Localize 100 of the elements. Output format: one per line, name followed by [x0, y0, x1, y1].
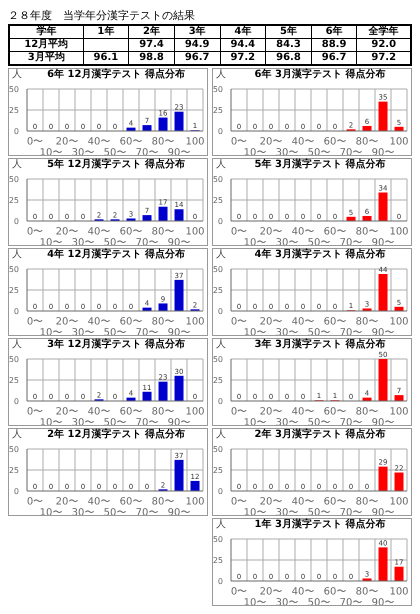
- data-label: 96.1: [83, 52, 129, 65]
- data-label: 94.4: [220, 38, 266, 52]
- x-tick-label: 20〜: [260, 586, 282, 598]
- x-tick-label: 20〜: [260, 136, 282, 148]
- y-tick-label: 25: [212, 466, 223, 475]
- x-tick-label: 60〜: [324, 226, 346, 238]
- x-tick-label: 100: [389, 586, 409, 598]
- x-tick-label: 60〜: [324, 586, 346, 598]
- chart-title: 3年 12月漢字テスト 得点分布: [46, 339, 186, 351]
- y-tick-label: 50: [212, 174, 223, 184]
- x-tick-label: 100: [185, 226, 205, 238]
- x-tick-label: 20〜: [56, 406, 78, 418]
- y-axis-title: 人: [215, 519, 227, 531]
- x-tick-label: 60〜: [120, 496, 142, 508]
- x-tick-label: 60〜: [324, 316, 346, 328]
- x-tick-label: 5年: [266, 25, 312, 38]
- data-label: 97.2: [220, 52, 266, 65]
- y-axis-title: 人: [215, 339, 227, 351]
- x-tick-label: 80〜: [356, 136, 378, 148]
- x-tick-label: 4年: [220, 25, 266, 38]
- x-tick-label: 40〜: [292, 586, 314, 598]
- data-label: 97.4: [128, 38, 174, 52]
- chart-title: ２８年度 当学年分漢字テストの結果: [8, 8, 196, 24]
- x-tick-label: 80〜: [356, 586, 378, 598]
- x-tick-label: 20〜: [260, 226, 282, 238]
- y-tick-label: 25: [8, 286, 19, 295]
- y-tick-label: 0: [218, 576, 223, 586]
- x-tick-label: 100: [185, 406, 205, 418]
- x-tick-label: 40〜: [292, 406, 314, 418]
- y-axis-title: 人: [215, 69, 227, 81]
- x-tick-label: 60〜: [120, 226, 142, 238]
- x-axis-title: 学年: [9, 25, 84, 38]
- chart-title: 1年 3月漢字テスト 得点分布: [254, 519, 386, 531]
- x-tick-label: 0〜: [26, 316, 44, 328]
- y-axis-title: 人: [11, 159, 23, 171]
- x-tick-label: 100: [389, 136, 409, 148]
- y-tick-label: 25: [212, 556, 223, 565]
- x-tick-label: 20〜: [56, 316, 78, 328]
- y-tick-label: 50: [8, 444, 19, 454]
- x-tick-label: 80〜: [356, 406, 378, 418]
- chart-title: 4年 12月漢字テスト 得点分布: [46, 249, 186, 261]
- chart-title: 6年 12月漢字テスト 得点分布: [46, 69, 186, 81]
- data-label: 94.9: [174, 38, 220, 52]
- x-tick-label: 60〜: [324, 496, 346, 508]
- x-tick-label: 全学年: [356, 25, 411, 38]
- y-tick-label: 0: [14, 486, 19, 496]
- x-tick-label: 80〜: [356, 226, 378, 238]
- y-tick-label: 3月平均: [9, 52, 84, 65]
- x-tick-label: 40〜: [88, 406, 110, 418]
- y-tick-label: 0: [218, 486, 223, 496]
- y-tick-label: 25: [212, 106, 223, 115]
- x-tick-label: 1年: [83, 25, 129, 38]
- y-tick-label: 50: [212, 264, 223, 274]
- x-tick-label: 60〜: [120, 136, 142, 148]
- data-label: 98.8: [128, 52, 174, 65]
- y-tick-label: 25: [8, 196, 19, 205]
- y-axis-title: 人: [11, 69, 23, 81]
- data-label: 84.3: [266, 38, 312, 52]
- y-tick-label: 0: [14, 216, 19, 226]
- y-tick-label: 25: [8, 466, 19, 475]
- x-tick-label: 0〜: [26, 496, 44, 508]
- chart-title: 5年 3月漢字テスト 得点分布: [254, 159, 386, 171]
- x-tick-label: 0〜: [230, 226, 248, 238]
- x-tick-label: 40〜: [292, 316, 314, 328]
- y-tick-label: 0: [14, 126, 19, 136]
- chart-title: 5年 12月漢字テスト 得点分布: [46, 159, 186, 171]
- x-tick-label: 20〜: [260, 316, 282, 328]
- chart-title: 3年 3月漢字テスト 得点分布: [254, 339, 386, 351]
- y-axis-title: 人: [11, 249, 23, 261]
- y-tick-label: 0: [218, 126, 223, 136]
- x-tick-label: 20〜: [56, 496, 78, 508]
- x-tick-label: 20〜: [56, 136, 78, 148]
- chart-title: 2年 3月漢字テスト 得点分布: [254, 429, 386, 441]
- x-tick-label: 80〜: [152, 136, 174, 148]
- y-tick-label: 50: [8, 174, 19, 184]
- x-tick-label: 40〜: [88, 226, 110, 238]
- data-label: 96.7: [174, 52, 220, 65]
- y-axis-title: 人: [11, 429, 23, 441]
- y-axis-title: 人: [11, 339, 23, 351]
- x-tick-label: 100: [389, 496, 409, 508]
- x-tick-label: 100: [185, 496, 205, 508]
- y-tick-label: 50: [8, 84, 19, 94]
- x-tick-label: 40〜: [88, 496, 110, 508]
- y-tick-label: 25: [212, 286, 223, 295]
- y-axis-title: 人: [215, 429, 227, 441]
- x-tick-label: 40〜: [88, 136, 110, 148]
- x-tick-label: 80〜: [152, 406, 174, 418]
- chart-title: 2年 12月漢字テスト 得点分布: [46, 429, 186, 441]
- y-tick-label: 25: [212, 376, 223, 385]
- y-axis-title: 人: [215, 159, 227, 171]
- y-tick-label: 50: [212, 354, 223, 364]
- x-tick-label: 80〜: [152, 226, 174, 238]
- y-tick-label: 50: [212, 84, 223, 94]
- x-tick-label: 0〜: [230, 406, 248, 418]
- x-tick-label: 80〜: [356, 316, 378, 328]
- x-tick-label: 60〜: [120, 316, 142, 328]
- x-tick-label: 20〜: [56, 226, 78, 238]
- chart-title: 4年 3月漢字テスト 得点分布: [254, 249, 386, 261]
- y-tick-label: 0: [14, 306, 19, 316]
- x-tick-label: 0〜: [230, 496, 248, 508]
